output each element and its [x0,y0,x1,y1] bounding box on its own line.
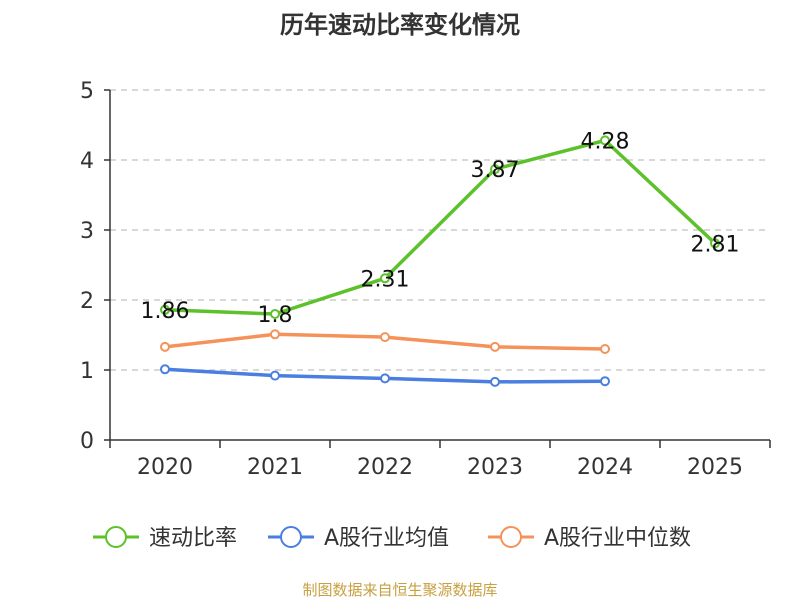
data-label: 3.87 [471,158,520,183]
data-point [270,309,280,319]
data-point [600,344,610,354]
x-tick-label: 2024 [577,455,633,480]
series-line [163,138,717,316]
legend-marker [500,526,522,548]
data-point [710,238,720,249]
legend-marker [105,526,127,548]
y-tick-label: 5 [80,79,94,104]
data-labels: 1.86 1.8 2.31 3.87 4.28 2.81 [141,129,740,328]
data-point [160,364,170,375]
data-point [490,341,500,352]
legend-item-2[interactable]: A股行业均值 [268,526,449,551]
data-point [490,164,500,175]
data-point [380,373,390,384]
data-point [600,135,610,146]
series-3 [160,329,610,354]
chart-title: 历年速动比率变化情况 [280,11,520,39]
data-point [270,329,280,340]
y-tick-label: 0 [80,429,94,454]
x-tick-label: 2025 [687,455,743,480]
data-label: 2.81 [691,232,740,257]
y-tick-label: 2 [80,289,94,314]
source-note: 制图数据来自恒生聚源数据库 [302,581,497,599]
y-tick-label: 3 [80,219,94,244]
series-2 [160,364,610,387]
data-point [270,370,280,381]
data-label: 2.31 [361,267,410,292]
x-tick-label: 2021 [247,455,303,480]
series-1 [160,135,720,319]
x-tick-label: 2020 [137,455,193,480]
data-label: 1.8 [258,303,293,328]
data-point [380,273,390,284]
grid-lines [110,89,770,371]
legend-label: A股行业均值 [324,526,449,551]
data-point [600,376,610,387]
y-tick-label: 1 [80,359,94,384]
data-point [490,376,500,387]
legend-marker [280,526,302,548]
series-lines [160,135,720,387]
data-point [160,304,170,315]
legend[interactable]: 速动比率 A股行业均值 A股行业中位数 [93,526,691,551]
data-point [160,341,170,352]
legend-label: A股行业中位数 [544,526,691,551]
x-tick-label: 2023 [467,455,523,480]
data-point [380,332,390,343]
legend-label: 速动比率 [149,526,237,551]
legend-item-1[interactable]: 速动比率 [93,526,237,551]
data-label: 4.28 [581,129,630,154]
x-tick-label: 2022 [357,455,413,480]
data-label: 1.86 [141,299,190,324]
axes: 0 1 2 3 4 5 2020 2021 2022 2023 2024 2025 [80,79,771,480]
legend-item-3[interactable]: A股行业中位数 [488,526,691,551]
y-tick-label: 4 [80,149,94,174]
